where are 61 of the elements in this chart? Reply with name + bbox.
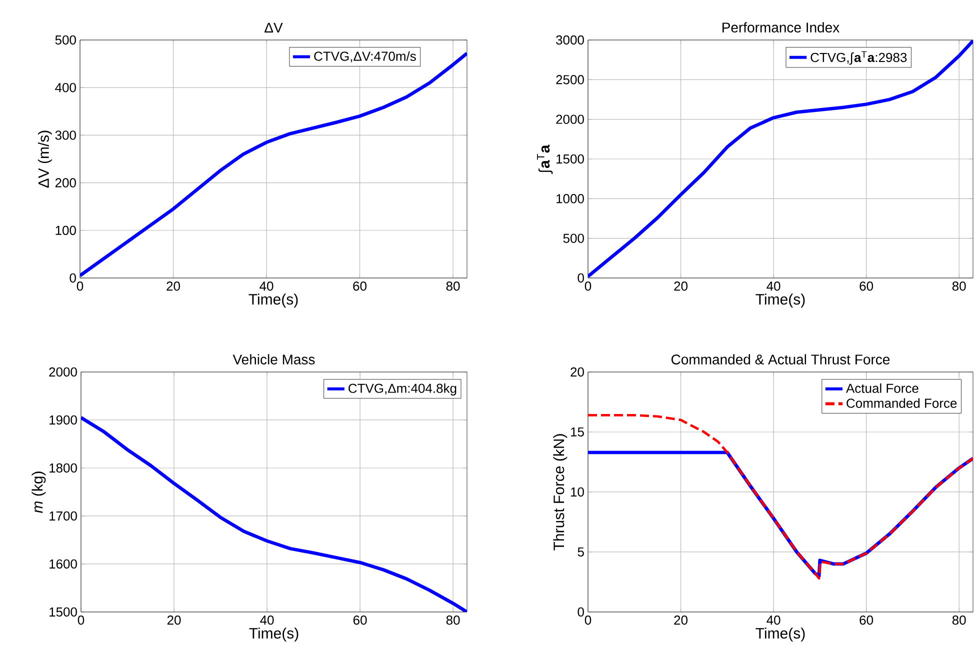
x-tick-label: 20 [166, 282, 180, 291]
x-tick-label: 20 [674, 282, 688, 291]
y-tick-label: 5 [578, 547, 584, 557]
x-tick-label: 80 [952, 282, 966, 291]
x-tick-label: 0 [584, 282, 592, 291]
x-axis-title: Time(s) [756, 294, 805, 308]
chart-title: Commanded & Actual Thrust Force [671, 354, 890, 364]
y-axis-title: ΔV (m/s) [38, 130, 52, 188]
y-tick-label: 1800 [50, 463, 77, 473]
y-tick-label: 1500 [556, 154, 584, 164]
x-tick-label: 40 [260, 616, 274, 625]
y-axis-title: Thrust Force (kN) [553, 434, 568, 550]
y-tick-label: 100 [56, 226, 76, 235]
y-tick-label: 500 [563, 234, 584, 243]
y-tick-label: 0 [578, 273, 584, 283]
legend-label: CTVG,ΔV:470m/s [314, 51, 416, 62]
x-tick-label: 40 [766, 616, 780, 625]
y-axis-title: ∫a$^{T}$a [537, 144, 553, 174]
x-tick-label: 20 [167, 616, 181, 625]
y-tick-label: 2000 [49, 367, 77, 377]
x-axis-title: Time(s) [248, 294, 298, 308]
y-tick-label: 1600 [50, 559, 77, 569]
y-tick-label: 1700 [50, 511, 77, 521]
x-tick-label: 0 [76, 282, 84, 291]
y-tick-label: 2500 [556, 75, 584, 84]
chart-title: ΔV [264, 22, 283, 32]
x-tick-label: 40 [766, 282, 780, 291]
x-tick-label: 60 [353, 282, 366, 291]
y-tick-label: 300 [55, 130, 76, 140]
legend-label: CTVG,Δm:404.8kg [348, 383, 456, 396]
legend-label: Actual Force [846, 383, 918, 393]
x-axis-title: Time(s) [756, 628, 805, 642]
x-tick-label: 0 [584, 616, 592, 625]
y-tick-label: 10 [571, 487, 584, 497]
y-axis-title: m (kg) [32, 472, 46, 513]
y-tick-label: 0 [70, 273, 76, 283]
y-tick-label: 1900 [50, 415, 77, 425]
x-tick-label: 40 [260, 282, 274, 291]
y-tick-label: 15 [571, 427, 584, 437]
x-tick-label: 60 [860, 282, 874, 291]
y-tick-label: 200 [55, 178, 76, 188]
x-tick-label: 80 [446, 282, 460, 291]
y-tick-label: 3000 [556, 35, 584, 45]
x-tick-label: 80 [952, 616, 966, 625]
x-tick-label: 80 [446, 616, 460, 625]
y-tick-label: 400 [55, 82, 76, 92]
legend-label: CTVG,∫a$^{T}$a:2983 [810, 51, 907, 65]
y-tick-label: 500 [55, 35, 76, 45]
x-tick-label: 0 [78, 616, 84, 625]
y-tick-label: 2000 [556, 114, 584, 124]
y-tick-label: 0 [578, 607, 584, 617]
legend-label: Commanded Force [846, 398, 957, 408]
chart-title: Performance Index [722, 22, 840, 32]
x-axis-title: Time(s) [249, 628, 298, 642]
y-tick-label: 1000 [556, 194, 584, 204]
x-tick-label: 20 [674, 616, 688, 625]
y-tick-label: 20 [570, 367, 584, 377]
y-tick-label: 1500 [50, 607, 77, 617]
x-tick-label: 60 [860, 616, 874, 625]
x-tick-label: 60 [353, 616, 367, 625]
chart-title: Vehicle Mass [232, 354, 315, 364]
